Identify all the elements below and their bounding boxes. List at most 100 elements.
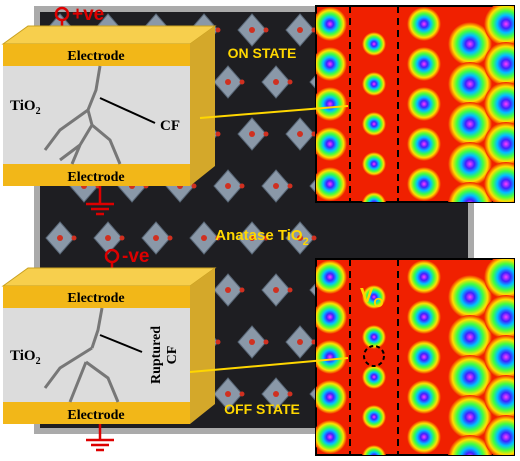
oxide-layer [3, 308, 190, 402]
contour-blobs [316, 259, 514, 455]
atom [167, 235, 173, 241]
blob [484, 42, 514, 86]
atom [239, 183, 245, 189]
atom [311, 235, 317, 241]
blob [448, 102, 492, 146]
atom [191, 183, 197, 189]
blob [362, 365, 386, 389]
atom [297, 235, 303, 241]
off-state-label: OFF STATE [224, 401, 300, 417]
atom [225, 391, 231, 397]
sign-label: -ve [122, 246, 149, 267]
electrode-label: Electrode [67, 49, 124, 64]
atom [273, 183, 279, 189]
blob [362, 32, 386, 56]
text: CF [165, 346, 180, 365]
blob [316, 380, 347, 414]
blob [316, 260, 347, 294]
blob [484, 295, 514, 339]
blob [407, 300, 441, 334]
dashed-lines [349, 6, 399, 455]
atom [249, 339, 255, 345]
atom [263, 339, 269, 345]
blob [448, 62, 492, 106]
blob [362, 325, 386, 349]
blob [407, 87, 441, 121]
contour-blobs [316, 6, 514, 202]
blob [316, 127, 347, 161]
sign-label: +ve [72, 4, 104, 25]
blob [448, 435, 492, 455]
blob [484, 162, 514, 202]
atom [215, 235, 221, 241]
electrode [3, 44, 190, 66]
material-label: Anatase TiO2 [215, 227, 308, 248]
blob [448, 142, 492, 186]
atom [273, 391, 279, 397]
filament-label: Ruptured CF [149, 326, 180, 384]
blob [407, 7, 441, 41]
atom [287, 183, 293, 189]
atom [297, 27, 303, 33]
blob [484, 6, 514, 46]
atom [239, 391, 245, 397]
vacancy-circle [363, 345, 385, 367]
blob [448, 22, 492, 66]
atom [239, 287, 245, 293]
atom [263, 27, 269, 33]
on-state-label: ON STATE [228, 45, 297, 61]
text: Ruptured [149, 326, 164, 384]
blob [362, 445, 386, 455]
atom [225, 79, 231, 85]
crystal-structure [45, 13, 341, 411]
pointer [99, 334, 143, 353]
blob [316, 47, 347, 81]
atom [119, 235, 125, 241]
atom [249, 235, 255, 241]
blob [407, 127, 441, 161]
pointer [199, 105, 349, 119]
blob [448, 275, 492, 319]
pointer [189, 357, 349, 373]
blob [484, 259, 514, 299]
atom [273, 79, 279, 85]
side-face [190, 26, 215, 186]
vacancy-label: VO [360, 285, 383, 310]
text: TiO [10, 348, 36, 364]
blob [407, 380, 441, 414]
atom [263, 131, 269, 137]
blob [407, 260, 441, 294]
blob [362, 405, 386, 429]
atom [249, 131, 255, 137]
atom [263, 235, 269, 241]
blob [407, 340, 441, 374]
electrode [3, 402, 190, 424]
blob [362, 112, 386, 136]
text: V [360, 285, 374, 307]
blob [407, 420, 441, 454]
top-face [1, 267, 217, 287]
filament [43, 65, 122, 165]
blob [448, 315, 492, 359]
blob [362, 192, 386, 202]
atom [105, 235, 111, 241]
ruptured-filament [43, 307, 120, 403]
blob [484, 415, 514, 455]
blob [316, 7, 347, 41]
blob [484, 375, 514, 419]
filament-label: CF [160, 118, 180, 134]
atom [287, 79, 293, 85]
blob [316, 340, 347, 374]
blob [448, 395, 492, 439]
blob [448, 182, 492, 202]
electrode [3, 164, 190, 186]
electrode-label: Electrode [67, 291, 124, 306]
atom [273, 287, 279, 293]
electrode-label: Electrode [67, 408, 124, 423]
blob [484, 335, 514, 379]
atom [225, 183, 231, 189]
oxide-label: TiO2 [10, 98, 41, 117]
atom [71, 235, 77, 241]
atom [297, 339, 303, 345]
